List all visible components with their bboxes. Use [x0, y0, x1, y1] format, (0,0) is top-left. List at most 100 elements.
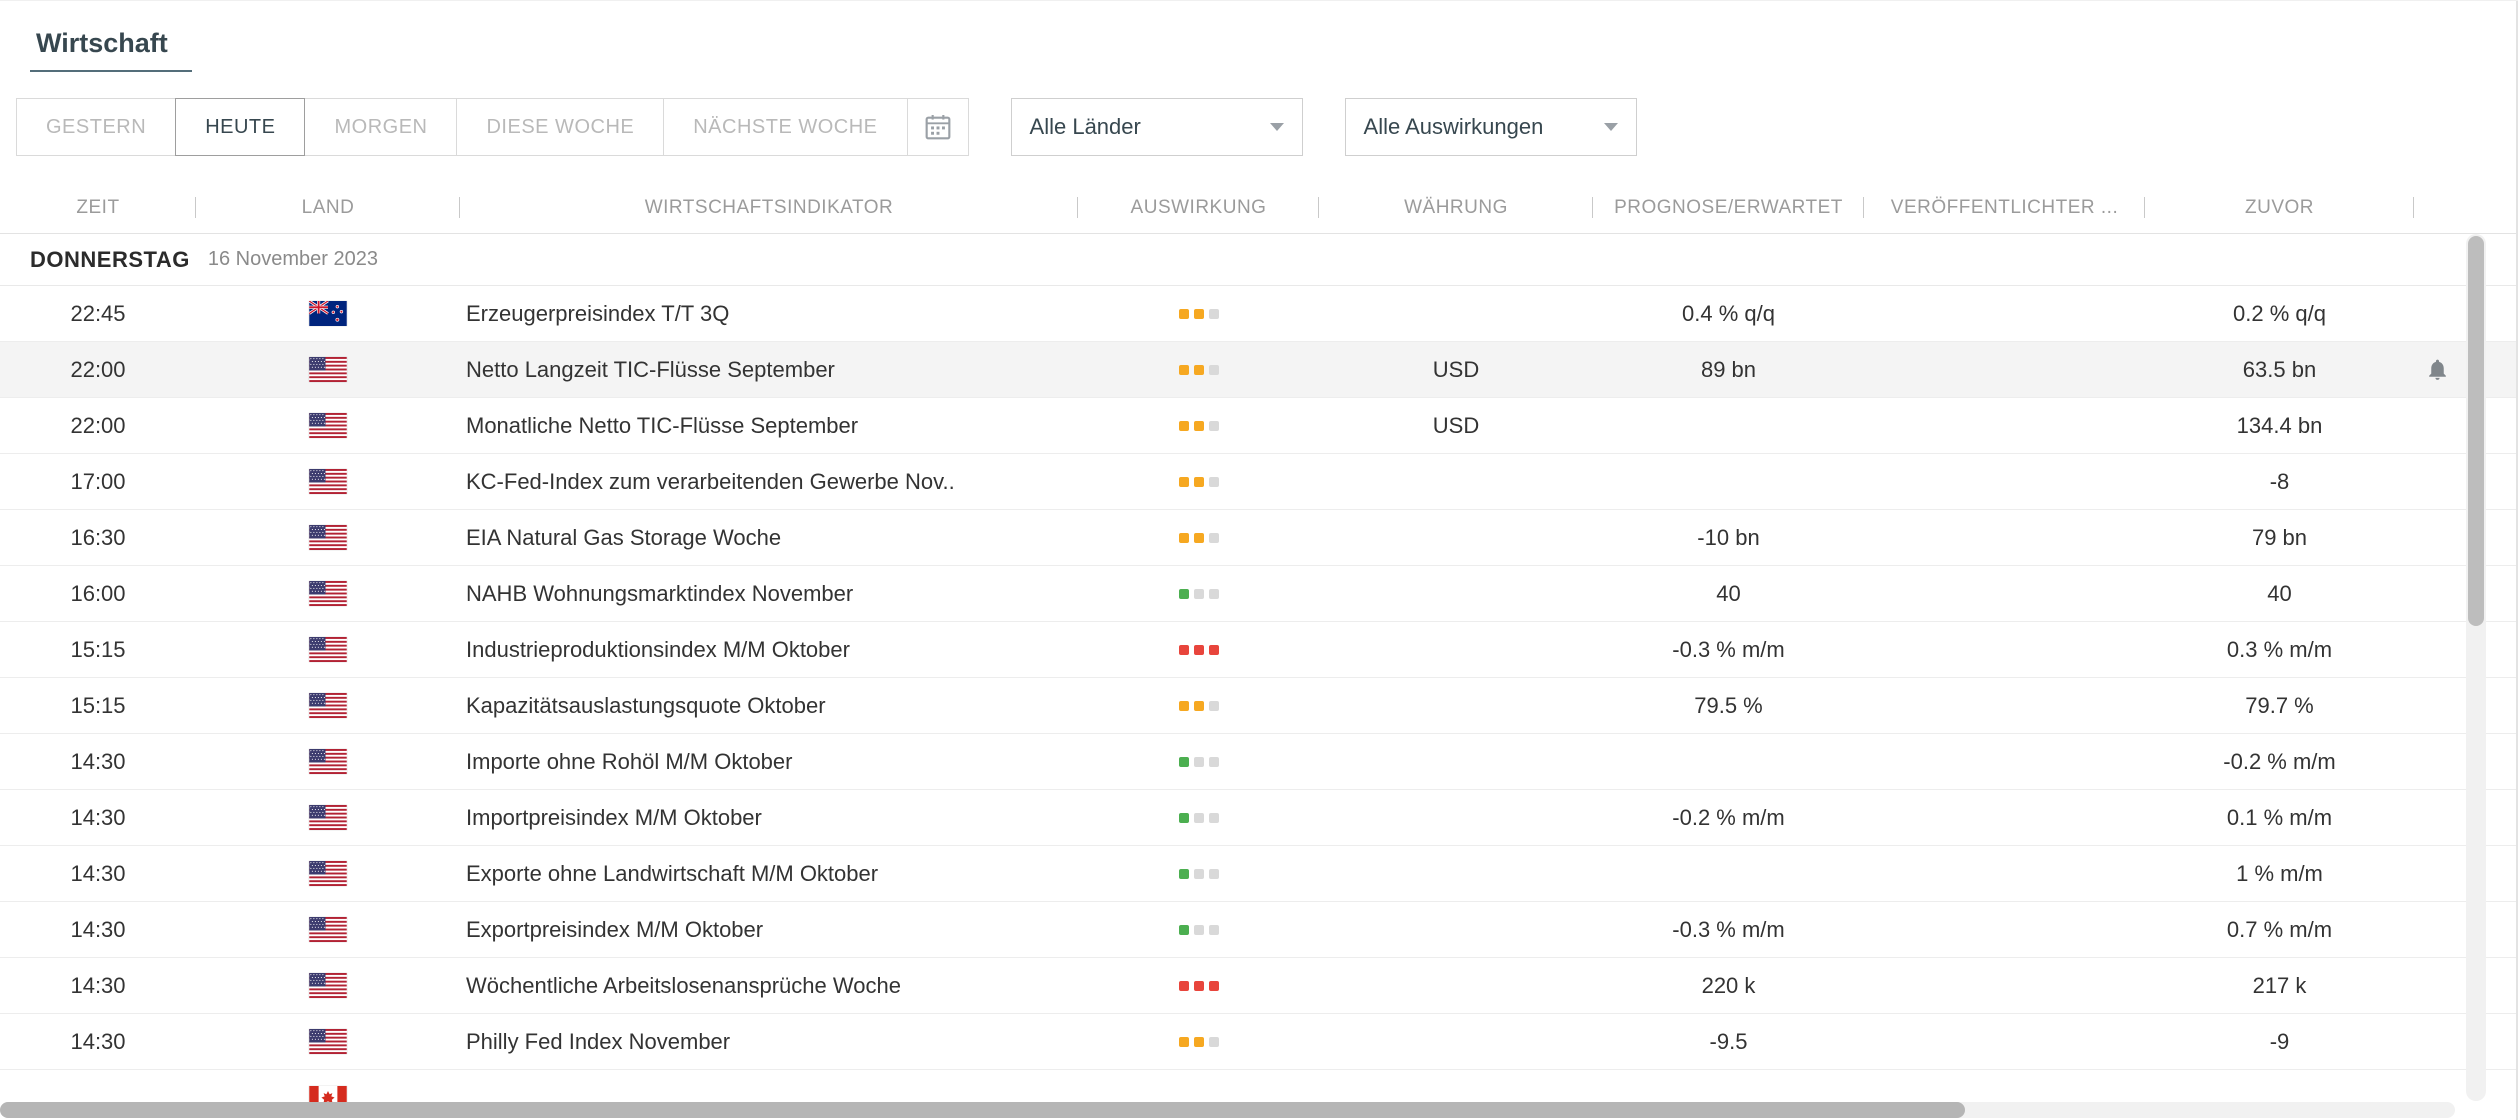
- flag-us-icon: [309, 693, 347, 718]
- event-currency: [1319, 958, 1593, 1013]
- event-row[interactable]: 17:00 KC-Fed-Index zum verarbeitenden Gew…: [0, 454, 2518, 510]
- column-header-wirtschaftsindikator[interactable]: WIRTSCHAFTSINDIKATOR: [460, 182, 1078, 233]
- tab-gestern[interactable]: GESTERN: [16, 98, 177, 156]
- impact-dot: [1193, 1036, 1204, 1047]
- event-previous: 63.5 bn: [2242, 356, 2317, 382]
- event-previous: -0.2 % m/m: [2223, 748, 2336, 774]
- event-currency: USD: [1432, 356, 1480, 382]
- event-row[interactable]: 14:30 Importpreisindex M/M Oktober -0.2 % …: [0, 790, 2518, 846]
- event-currency: [1319, 902, 1593, 957]
- event-previous: 79 bn: [2251, 524, 2308, 550]
- event-country: [196, 678, 460, 733]
- event-row[interactable]: 14:30 Exportpreisindex M/M Oktober -0.3 % …: [0, 902, 2518, 958]
- page-title: Wirtschaft: [30, 27, 192, 72]
- event-currency: [1319, 454, 1593, 509]
- event-forecast: -0.2 % m/m: [1672, 804, 1785, 830]
- flag-us-icon: [309, 413, 347, 438]
- event-alert: [2414, 734, 2460, 789]
- event-row[interactable]: 22:00 Monatliche Netto TIC-Flüsse Septemb…: [0, 398, 2518, 454]
- impact-dot: [1178, 756, 1189, 767]
- event-row[interactable]: 22:45 Erzeugerpreisindex T/T 3Q 0.4 % q/q…: [0, 286, 2518, 342]
- column-header-zuvor[interactable]: ZUVOR: [2145, 182, 2414, 233]
- event-row[interactable]: 14:30 Philly Fed Index November -9.5 -9: [0, 1014, 2518, 1070]
- event-previous: 217 k: [2252, 972, 2307, 998]
- event-currency: USD: [1432, 412, 1480, 438]
- calendar-picker-button[interactable]: [906, 98, 969, 156]
- event-currency: [1319, 510, 1593, 565]
- country-filter-dropdown[interactable]: Alle Länder: [1010, 98, 1303, 156]
- event-country: [196, 1014, 460, 1069]
- event-time: 14:30: [70, 972, 126, 998]
- impact-indicator-medium: [1178, 364, 1219, 375]
- impact-filter-dropdown[interactable]: Alle Auswirkungen: [1344, 98, 1637, 156]
- flag-us-icon: [309, 805, 347, 830]
- event-row[interactable]: 16:30 EIA Natural Gas Storage Woche -10 bn…: [0, 510, 2518, 566]
- event-row[interactable]: 14:30 Wöchentliche Arbeitslosenansprüche …: [0, 958, 2518, 1014]
- horizontal-scrollbar[interactable]: [0, 1102, 2455, 1118]
- event-row[interactable]: 22:00 Netto Langzeit TIC-Flüsse September…: [0, 342, 2518, 398]
- event-indicator: Netto Langzeit TIC-Flüsse September: [466, 356, 835, 382]
- column-header-veroeffentlichter[interactable]: VERÖFFENTLICHTER ...: [1864, 182, 2145, 233]
- impact-dot: [1178, 644, 1189, 655]
- impact-dot: [1193, 700, 1204, 711]
- vertical-scrollbar-thumb[interactable]: [2468, 236, 2484, 626]
- impact-indicator-low: [1178, 868, 1219, 879]
- tab-heute[interactable]: HEUTE: [175, 98, 306, 156]
- event-indicator: Erzeugerpreisindex T/T 3Q: [466, 300, 730, 326]
- horizontal-scrollbar-thumb[interactable]: [0, 1102, 1965, 1118]
- flag-us-icon: [309, 469, 347, 494]
- impact-dot: [1208, 1036, 1219, 1047]
- event-row[interactable]: 15:15 Kapazitätsauslastungsquote Oktober 7…: [0, 678, 2518, 734]
- impact-dot: [1193, 924, 1204, 935]
- tab-diese-woche[interactable]: DIESE WOCHE: [456, 98, 665, 156]
- event-alert: [2414, 902, 2460, 957]
- event-impact: [1078, 902, 1319, 957]
- event-alert: [2414, 958, 2460, 1013]
- event-impact: [1078, 342, 1319, 397]
- event-impact: [1078, 454, 1319, 509]
- column-header-waehrung[interactable]: WÄHRUNG: [1319, 182, 1593, 233]
- column-header-alert-spacer: [2414, 182, 2460, 233]
- impact-dot: [1208, 924, 1219, 935]
- column-header-zeit[interactable]: ZEIT: [0, 182, 196, 233]
- event-alert: [2414, 454, 2460, 509]
- date-range-tabs: GESTERN HEUTE MORGEN DIESE WOCHE NÄCHSTE WOC…: [16, 98, 908, 156]
- event-row[interactable]: 14:30 Importe ohne Rohöl M/M Oktober -0.2 …: [0, 734, 2518, 790]
- event-row[interactable]: 14:30 Exporte ohne Landwirtschaft M/M Okt…: [0, 846, 2518, 902]
- filter-bar: GESTERN HEUTE MORGEN DIESE WOCHE NÄCHSTE WOC…: [16, 98, 2518, 156]
- event-country: [196, 342, 460, 397]
- impact-dot: [1178, 308, 1189, 319]
- impact-indicator-low: [1178, 924, 1219, 935]
- impact-dot: [1178, 476, 1189, 487]
- event-published: [1864, 398, 2145, 453]
- bell-icon[interactable]: [2425, 357, 2450, 382]
- impact-dot: [1208, 532, 1219, 543]
- impact-dot: [1193, 644, 1204, 655]
- flag-nz-icon: [309, 301, 347, 326]
- event-row[interactable]: 16:00 NAHB Wohnungsmarktindex November 40 4…: [0, 566, 2518, 622]
- event-alert: [2414, 342, 2460, 397]
- tab-naechste-woche[interactable]: NÄCHSTE WOCHE: [663, 98, 908, 156]
- tab-morgen[interactable]: MORGEN: [304, 98, 458, 156]
- vertical-scrollbar[interactable]: [2466, 234, 2486, 1101]
- event-time: 15:15: [70, 692, 126, 718]
- chevron-down-icon: [1603, 123, 1618, 131]
- event-time: 17:00: [70, 468, 126, 494]
- impact-dot: [1208, 308, 1219, 319]
- impact-dot: [1178, 588, 1189, 599]
- event-indicator: KC-Fed-Index zum verarbeitenden Gewerbe …: [466, 468, 955, 494]
- column-header-prognose-erwartet[interactable]: PROGNOSE/ERWARTET: [1593, 182, 1864, 233]
- column-header-land[interactable]: LAND: [196, 182, 460, 233]
- impact-dot: [1193, 812, 1204, 823]
- impact-indicator-medium: [1178, 420, 1219, 431]
- column-header-auswirkung[interactable]: AUSWIRKUNG: [1078, 182, 1319, 233]
- impact-indicator-low: [1178, 812, 1219, 823]
- flag-us-icon: [309, 525, 347, 550]
- event-forecast: 89 bn: [1700, 356, 1757, 382]
- event-row[interactable]: 15:15 Industrieproduktionsindex M/M Oktob…: [0, 622, 2518, 678]
- flag-us-icon: [309, 973, 347, 998]
- event-indicator: Importpreisindex M/M Oktober: [466, 804, 762, 830]
- event-previous: 1 % m/m: [2236, 860, 2323, 886]
- page-header: Wirtschaft: [0, 1, 2518, 72]
